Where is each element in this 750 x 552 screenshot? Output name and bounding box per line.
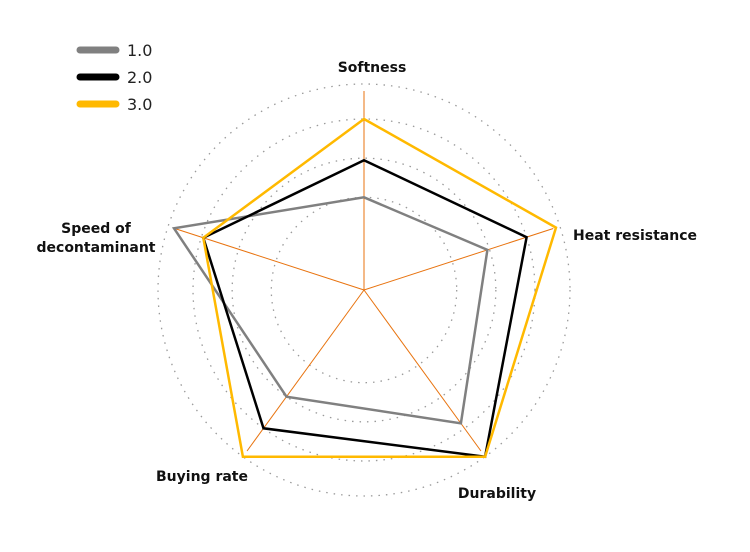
- grid-ring: [157, 83, 571, 497]
- axis-line: [174, 228, 365, 291]
- axis-label-line: Softness: [338, 60, 407, 76]
- grid-ring: [192, 118, 536, 462]
- axis-lines: [174, 91, 554, 452]
- legend-label: 2.0: [127, 68, 152, 87]
- axis-label: Speed of decontaminant: [37, 221, 156, 256]
- series-polygon-3.0: [201, 117, 558, 458]
- axis-label: Heat resistance: [573, 228, 697, 244]
- axis-label-line: decontaminant: [37, 240, 156, 256]
- axis-label: Buying rate: [156, 469, 248, 485]
- axis-label-line: Heat resistance: [573, 228, 697, 244]
- axis-line: [246, 289, 365, 452]
- legend-label: 3.0: [127, 95, 152, 114]
- axis-label-line: Speed of: [61, 221, 132, 237]
- legend: 1.0 2.0 3.0: [76, 41, 152, 114]
- axis-label: Softness: [338, 60, 407, 76]
- series-polygon-2.0: [201, 158, 529, 459]
- legend-label: 1.0: [127, 41, 152, 60]
- axis-labels: Softness Heat resistance Durability Buying …: [37, 60, 698, 502]
- axis-label-line: Buying rate: [156, 469, 248, 485]
- axis-label-line: Durability: [458, 486, 536, 502]
- axis-label: Durability: [458, 486, 536, 502]
- axis-line: [363, 228, 554, 291]
- axis-line: [363, 289, 482, 452]
- series-polygons: [171, 117, 558, 459]
- grid-ring: [231, 157, 497, 423]
- series-polygon-1.0: [171, 196, 489, 425]
